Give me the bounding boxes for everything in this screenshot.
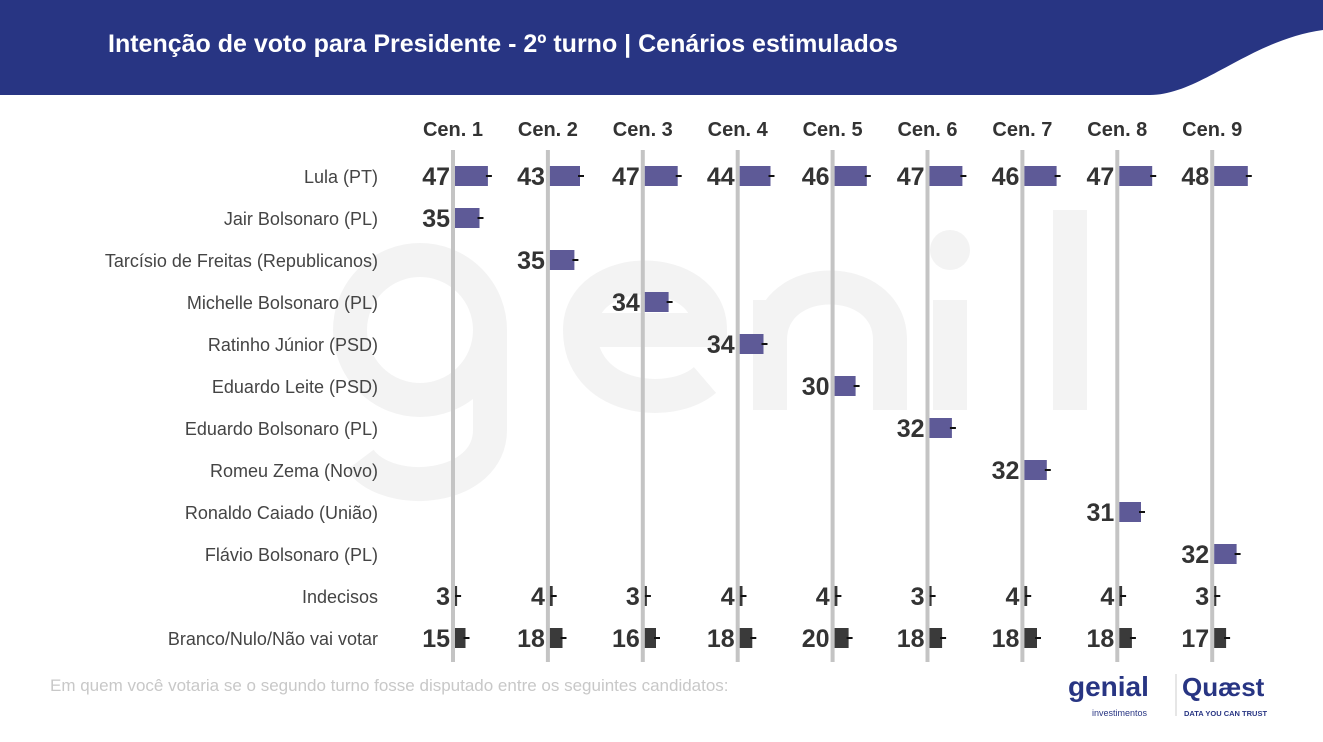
data-label: 3 — [911, 583, 925, 611]
data-label: 48 — [1181, 163, 1209, 191]
row-label: Michelle Bolsonaro (PL) — [187, 293, 378, 313]
bar — [929, 418, 952, 438]
data-label: 18 — [517, 625, 545, 653]
bar — [549, 250, 575, 270]
data-label: 15 — [422, 625, 450, 653]
scenario-header: Cen. 4 — [708, 119, 769, 141]
data-label: 18 — [707, 625, 735, 653]
data-label: 18 — [897, 625, 925, 653]
question-note: Em quem você votaria se o segundo turno … — [50, 676, 729, 695]
bar — [1214, 544, 1237, 564]
data-label: 30 — [802, 373, 830, 401]
bar — [834, 628, 849, 648]
bar — [929, 166, 963, 186]
bar — [549, 628, 563, 648]
data-label: 47 — [897, 163, 925, 191]
data-label: 3 — [626, 583, 640, 611]
data-label: 34 — [707, 331, 735, 359]
scenario-header: Cen. 9 — [1182, 119, 1242, 141]
data-label: 46 — [802, 163, 830, 191]
bar — [455, 166, 488, 186]
bar — [455, 628, 466, 648]
row-label: Romeu Zema (Novo) — [210, 461, 378, 481]
data-label: 4 — [1005, 583, 1019, 611]
data-label: 18 — [1086, 625, 1114, 653]
bar — [739, 334, 764, 354]
genial-logo: genial — [1068, 671, 1149, 702]
genial-logo-sub: investimentos — [1092, 708, 1148, 718]
quaest-logo: Quæst — [1182, 672, 1265, 702]
scenario-header: Cen. 8 — [1087, 119, 1147, 141]
data-label: 47 — [422, 163, 450, 191]
data-label: 47 — [612, 163, 640, 191]
watermark-logo — [333, 210, 1087, 501]
row-label: Flávio Bolsonaro (PL) — [205, 545, 378, 565]
scenario-header: Cen. 7 — [992, 119, 1052, 141]
bar — [1024, 166, 1057, 186]
data-label: 16 — [612, 625, 640, 653]
row-label: Eduardo Leite (PSD) — [212, 377, 378, 397]
data-label: 32 — [897, 415, 925, 443]
bar — [739, 628, 753, 648]
row-label: Jair Bolsonaro (PL) — [224, 209, 378, 229]
row-label: Eduardo Bolsonaro (PL) — [185, 419, 378, 439]
scenario-header: Cen. 5 — [803, 119, 863, 141]
header-banner — [0, 0, 1323, 95]
data-label: 4 — [1100, 583, 1114, 611]
bar — [644, 628, 656, 648]
bar — [834, 376, 856, 396]
data-label: 32 — [992, 457, 1020, 485]
data-label: 47 — [1086, 163, 1114, 191]
scenario-header: Cen. 6 — [897, 119, 957, 141]
bar — [1024, 628, 1037, 648]
bar — [644, 292, 669, 312]
data-label: 34 — [612, 289, 640, 317]
bar — [549, 166, 580, 186]
row-label: Tarcísio de Freitas (Republicanos) — [105, 251, 378, 271]
data-label: 3 — [436, 583, 450, 611]
data-label: 4 — [721, 583, 735, 611]
bar — [455, 208, 480, 228]
bar — [1214, 166, 1248, 186]
logos: genial investimentos Quæst DATA YOU CAN … — [1068, 671, 1267, 718]
bar — [929, 628, 943, 648]
data-label: 44 — [707, 163, 735, 191]
row-label: Ratinho Júnior (PSD) — [208, 335, 378, 355]
row-label: Branco/Nulo/Não vai votar — [168, 629, 378, 649]
data-label: 17 — [1181, 625, 1209, 653]
scenario-header: Cen. 3 — [613, 119, 673, 141]
row-label: Ronaldo Caiado (União) — [185, 503, 378, 523]
row-label: Lula (PT) — [304, 167, 378, 187]
scenario-header: Cen. 1 — [423, 119, 483, 141]
bar — [834, 166, 867, 186]
data-label: 4 — [531, 583, 545, 611]
bar — [739, 166, 771, 186]
bar — [1119, 628, 1132, 648]
bar — [1024, 460, 1047, 480]
bar — [1119, 166, 1153, 186]
bar — [1119, 502, 1141, 522]
data-label: 35 — [422, 205, 450, 233]
data-label: 32 — [1181, 541, 1209, 569]
bar — [644, 166, 678, 186]
data-label: 46 — [992, 163, 1020, 191]
scenario-header: Cen. 2 — [518, 119, 578, 141]
data-label: 31 — [1086, 499, 1114, 527]
row-label: Indecisos — [302, 587, 378, 607]
data-label: 3 — [1195, 583, 1209, 611]
page-title: Intenção de voto para Presidente - 2º tu… — [108, 30, 898, 58]
data-label: 35 — [517, 247, 545, 275]
data-label: 20 — [802, 625, 830, 653]
data-label: 43 — [517, 163, 545, 191]
bar — [1214, 628, 1227, 648]
quaest-logo-sub: DATA YOU CAN TRUST — [1184, 709, 1267, 718]
data-label: 18 — [992, 625, 1020, 653]
data-label: 4 — [816, 583, 830, 611]
